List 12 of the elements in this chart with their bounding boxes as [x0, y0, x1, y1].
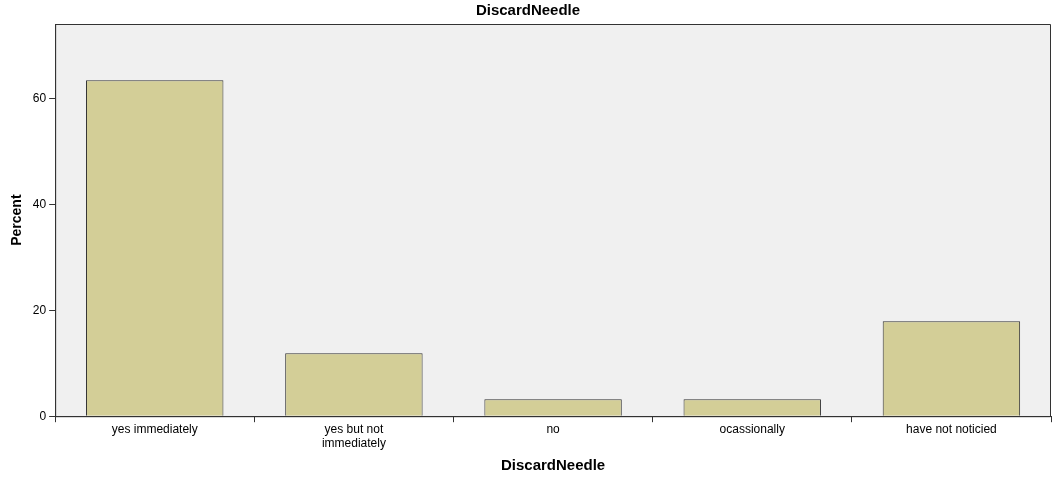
y-tick-label: 0 — [39, 408, 47, 423]
y-tick-label: 20 — [32, 302, 47, 317]
chart-title: DiscardNeedle — [475, 1, 581, 19]
x-tick-label: no — [546, 421, 561, 436]
y-tick-label: 40 — [32, 196, 47, 211]
x-axis-title: DiscardNeedle — [500, 456, 606, 474]
x-tick-label: yes but not immediately — [321, 421, 386, 451]
x-tick-label: have not noticied — [906, 421, 997, 436]
y-tick-label: 60 — [32, 90, 47, 105]
x-tick-label: ocassionally — [719, 421, 785, 436]
x-tick-label: yes immediately — [111, 421, 198, 436]
y-axis-title: Percent — [8, 194, 25, 246]
